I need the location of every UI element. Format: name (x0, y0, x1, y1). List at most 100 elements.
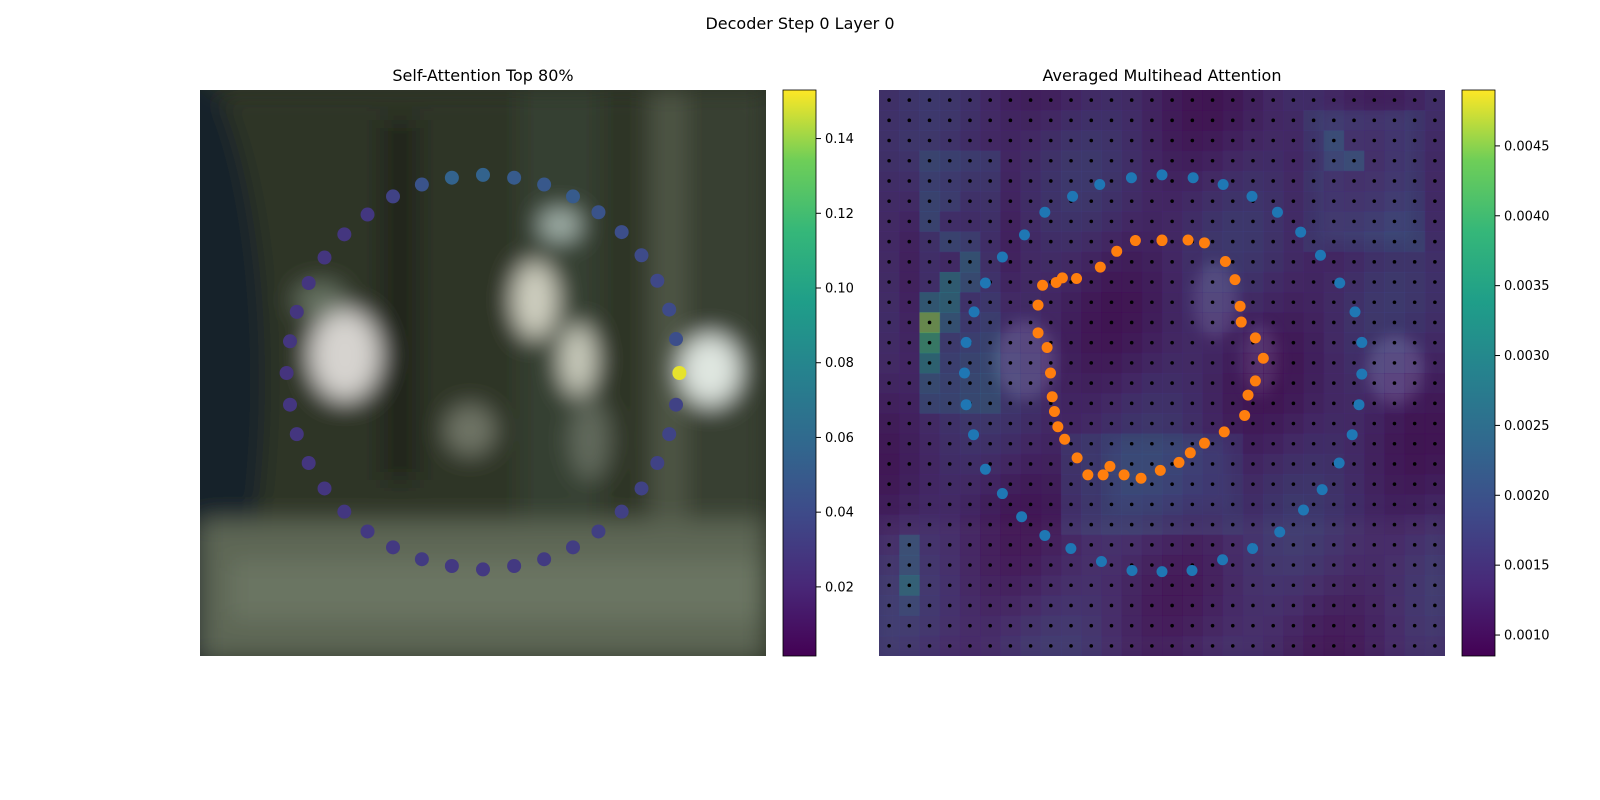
multihead-attention-colorbar-ticks: 0.0010 0.0015 0.0020 0.0025 0.0030 0.0035 0.00… (1495, 139, 1550, 644)
grid-dot (1089, 522, 1094, 527)
grid-dot (1109, 300, 1114, 305)
grid-dot (1210, 401, 1215, 406)
colorbar-tick-label-7: 0.0045 (1504, 139, 1550, 154)
grid-dot (1311, 138, 1316, 143)
grid-dots (887, 98, 1437, 648)
grid-dot (1230, 98, 1235, 102)
grid-dot (1291, 441, 1296, 446)
grid-dot (1210, 219, 1215, 224)
series-0-point-25 (1016, 511, 1028, 523)
grid-dot (988, 462, 992, 466)
grid-dot (1170, 179, 1174, 183)
grid-dot (1271, 199, 1275, 203)
grid-dot (1190, 583, 1195, 588)
grid-dot (1028, 623, 1033, 628)
grid-dot (1412, 138, 1417, 143)
grid-dot (1412, 401, 1417, 406)
grid-dot (947, 179, 952, 183)
grid-dot (1028, 543, 1033, 547)
grid-dot (1089, 381, 1094, 385)
grid-dot (1069, 361, 1073, 365)
grid-dot (1089, 563, 1094, 567)
query-point-7 (650, 273, 665, 288)
grid-dot (1089, 239, 1094, 244)
multihead-attention-points (958, 169, 1368, 578)
colorbar-tick-label-5: 0.0035 (1504, 279, 1550, 294)
grid-dot (1352, 158, 1356, 163)
grid-dot (1332, 421, 1336, 426)
grid-dot (947, 98, 952, 102)
grid-dot (1109, 98, 1114, 102)
grid-dot (1150, 381, 1154, 385)
grid-dot (1028, 381, 1033, 385)
grid-dot (1271, 401, 1275, 406)
grid-dot (1311, 381, 1316, 385)
grid-dot (1008, 98, 1013, 102)
grid-dot (1372, 340, 1377, 345)
grid-dot (1311, 502, 1316, 507)
series-1-point-6 (1235, 316, 1247, 328)
grid-dot (1089, 361, 1094, 365)
grid-dot (1089, 199, 1094, 203)
grid-dot (1008, 441, 1013, 446)
query-point-29 (282, 397, 297, 412)
grid-dot (988, 381, 992, 385)
grid-dot (1089, 179, 1094, 183)
self-attention-title: Self-Attention Top 80% (392, 66, 573, 85)
grid-dot (1332, 260, 1336, 264)
grid-dot (1150, 260, 1154, 264)
grid-dot (1433, 543, 1437, 547)
grid-dot (1069, 623, 1073, 628)
grid-dot (1412, 158, 1417, 163)
grid-dot (1291, 421, 1296, 426)
grid-dot (1089, 260, 1094, 264)
grid-dot (1271, 543, 1275, 547)
grid-dot (1392, 118, 1397, 123)
grid-dot (1109, 239, 1114, 244)
grid-dot (907, 300, 912, 305)
grid-dot (1129, 199, 1134, 203)
background-photo (200, 90, 766, 656)
series-0-point-1 (1187, 172, 1199, 184)
grid-dot (1008, 401, 1013, 406)
grid-dot (947, 543, 952, 547)
grid-dot (1412, 381, 1417, 385)
series-1-point-30 (1032, 299, 1044, 311)
grid-dot (1251, 623, 1255, 628)
grid-dot (1049, 179, 1053, 183)
grid-dot (1150, 98, 1154, 102)
grid-dot (1089, 300, 1094, 305)
grid-dot (1433, 401, 1437, 406)
query-point-11 (669, 397, 684, 412)
grid-dot (1069, 482, 1073, 486)
grid-dot (1433, 482, 1437, 486)
grid-dot (1028, 179, 1033, 183)
grid-dot (1332, 199, 1336, 203)
series-1-point-18 (1118, 469, 1130, 481)
grid-dot (1251, 158, 1255, 163)
grid-dot (1089, 98, 1094, 102)
colorbar-tick-label-2: 0.0020 (1504, 489, 1550, 504)
grid-dot (1008, 583, 1013, 588)
series-1-point-34 (1071, 272, 1083, 284)
grid-dot (1352, 421, 1356, 426)
grid-dot (1170, 340, 1174, 345)
grid-dot (1170, 219, 1174, 224)
grid-dot (1129, 543, 1134, 547)
grid-dot (1190, 280, 1195, 284)
grid-dot (1372, 441, 1377, 446)
grid-dot (968, 158, 972, 163)
grid-dot (1150, 401, 1154, 406)
grid-dot (927, 421, 932, 426)
grid-dot (1433, 623, 1437, 628)
grid-dot (1372, 644, 1377, 648)
grid-dot (1352, 623, 1356, 628)
grid-dot (1311, 179, 1316, 183)
grid-dot (1028, 199, 1033, 203)
grid-dot (907, 502, 912, 507)
grid-dot (1008, 361, 1013, 365)
grid-dot (1028, 644, 1033, 648)
series-1-point-27 (1044, 367, 1056, 379)
grid-dot (1008, 482, 1013, 486)
grid-dot (887, 462, 891, 466)
